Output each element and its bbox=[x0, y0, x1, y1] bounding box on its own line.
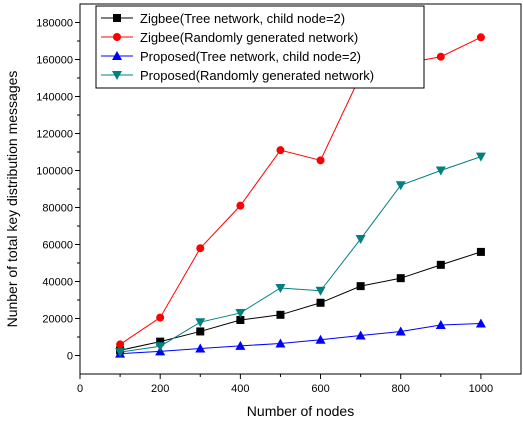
data-point bbox=[475, 318, 486, 328]
x-tick-label: 400 bbox=[231, 383, 249, 395]
data-point bbox=[356, 282, 365, 291]
y-tick-label: 160000 bbox=[36, 55, 73, 67]
y-tick-label: 120000 bbox=[36, 129, 73, 141]
data-point bbox=[236, 315, 245, 324]
y-axis-title: Nunber of total key distribution message… bbox=[4, 71, 20, 328]
y-tick-label: 40000 bbox=[42, 277, 73, 289]
y-tick-label: 0 bbox=[67, 351, 73, 363]
data-point bbox=[435, 166, 446, 176]
data-point bbox=[195, 318, 206, 328]
legend-label: Proposed(Tree network, child node=2) bbox=[140, 49, 361, 64]
legend-item: Proposed(Tree network, child node=2) bbox=[101, 49, 361, 64]
data-point bbox=[156, 313, 165, 322]
y-tick-label: 100000 bbox=[36, 166, 73, 178]
legend-item: Zigbee(Randomly generated network) bbox=[101, 30, 358, 45]
data-point bbox=[236, 201, 245, 210]
data-point bbox=[395, 326, 406, 336]
legend-label: Proposed(Randomly generated network) bbox=[140, 68, 374, 83]
legend-marker bbox=[113, 14, 121, 22]
y-tick-label: 140000 bbox=[36, 92, 73, 104]
legend-label: Zigbee(Tree network, child node=2) bbox=[140, 11, 345, 26]
data-point bbox=[195, 343, 206, 353]
x-tick-label: 1000 bbox=[469, 383, 493, 395]
legend-marker bbox=[112, 71, 122, 80]
data-point bbox=[435, 319, 446, 329]
data-point bbox=[475, 152, 486, 162]
data-point bbox=[355, 330, 366, 340]
data-point bbox=[156, 337, 165, 346]
x-axis-title: Number of nodes bbox=[247, 403, 354, 419]
data-point bbox=[235, 340, 246, 350]
legend-item: Zigbee(Tree network, child node=2) bbox=[101, 11, 345, 26]
x-tick-label: 800 bbox=[392, 383, 410, 395]
series-line bbox=[120, 322, 481, 355]
data-point bbox=[196, 327, 205, 336]
data-point bbox=[316, 156, 325, 165]
y-tick-label: 60000 bbox=[42, 240, 73, 252]
data-point bbox=[315, 286, 326, 296]
legend-marker bbox=[112, 51, 122, 60]
series-line bbox=[120, 156, 482, 353]
data-point bbox=[116, 340, 125, 349]
data-point bbox=[275, 283, 286, 293]
axes: 0 200 400 600 800 1000 0 20000 40000 60000 80000 10… bbox=[36, 3, 522, 395]
data-point bbox=[316, 298, 325, 307]
data-point bbox=[196, 244, 205, 253]
x-tick-label: 0 bbox=[77, 383, 83, 395]
legend: Zigbee(Tree network, child node=2) Zigbee… bbox=[95, 5, 425, 89]
data-point bbox=[315, 334, 326, 344]
legend-marker bbox=[113, 33, 121, 41]
data-point bbox=[395, 181, 406, 191]
data-point bbox=[276, 310, 285, 319]
data-point bbox=[235, 308, 246, 318]
legend-item: Proposed(Randomly generated network) bbox=[101, 68, 374, 83]
data-point bbox=[115, 348, 126, 358]
data-point bbox=[476, 33, 485, 42]
series-line bbox=[119, 251, 482, 351]
legend-label: Zigbee(Randomly generated network) bbox=[140, 30, 358, 45]
y-tick-label: 180000 bbox=[36, 18, 73, 30]
y-tick-label: 20000 bbox=[42, 314, 73, 326]
data-point bbox=[396, 274, 405, 283]
data-point bbox=[275, 338, 286, 348]
legend-box bbox=[95, 5, 425, 89]
series-4 bbox=[115, 152, 486, 358]
data-point bbox=[155, 342, 166, 352]
data-point bbox=[476, 247, 485, 256]
series-3 bbox=[115, 318, 486, 358]
data-point bbox=[276, 146, 285, 155]
data-point bbox=[355, 234, 366, 244]
data-point bbox=[436, 52, 445, 61]
y-tick-label: 80000 bbox=[42, 203, 73, 215]
x-tick-label: 600 bbox=[311, 383, 329, 395]
x-tick-label: 200 bbox=[151, 383, 169, 395]
data-point bbox=[436, 260, 445, 269]
series-1 bbox=[116, 247, 485, 355]
